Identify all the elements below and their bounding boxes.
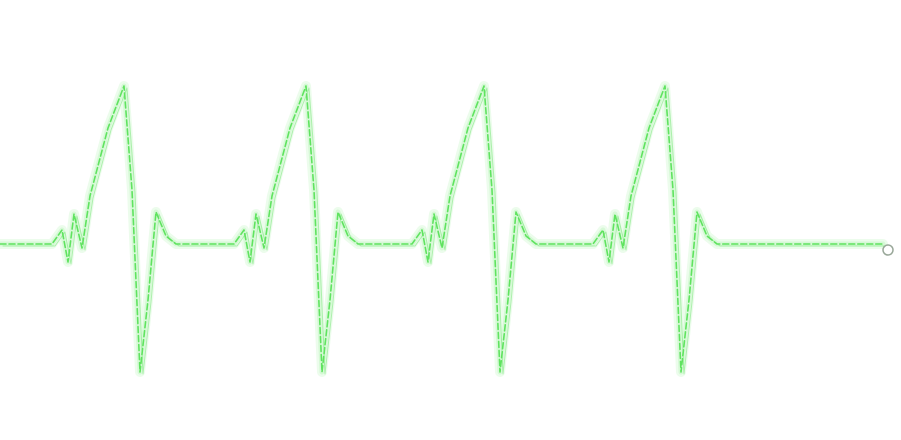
waveform-line: [0, 85, 884, 373]
end-marker-icon: [882, 244, 894, 256]
waveform-echo-line: [2, 87, 887, 375]
heartbeat-waveform: [0, 81, 888, 377]
